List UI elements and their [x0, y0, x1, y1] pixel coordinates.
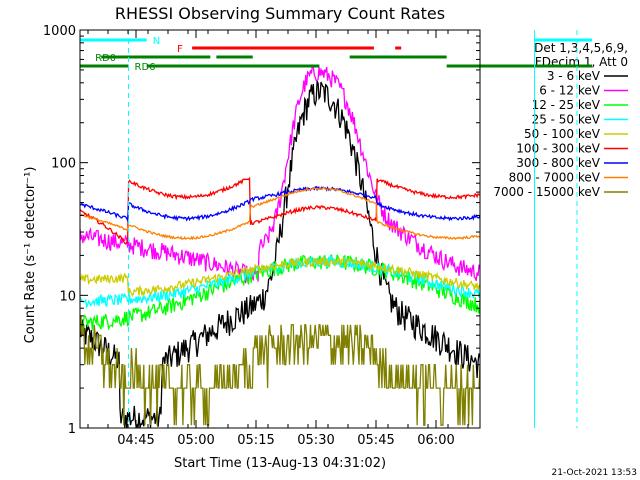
series-line-2: [80, 64, 480, 284]
x-axis-label: Start Time (13-Aug-13 04:31:02): [174, 456, 386, 471]
series-line-9: [80, 315, 480, 426]
legend-label-8: 800 - 7000 keV: [509, 171, 601, 185]
legend-label-7: 300 - 800 keV: [516, 156, 600, 170]
y-tick-label-1: 10: [59, 289, 76, 304]
plot-frame: [79, 29, 481, 429]
series-line-4: [80, 254, 480, 310]
x-tick-label-2: 05:15: [237, 433, 274, 448]
flag-rd6-label: RD6: [135, 62, 156, 73]
axes: 1 10 100 1000 04:45 05:00 05:15 05:30 05:45 06:00: [43, 24, 481, 448]
legend-header-line-1: Det 1,3,4,5,6,9,: [534, 41, 628, 55]
legend-label-6: 100 - 300 keV: [516, 142, 600, 156]
series-line-7: [80, 185, 480, 223]
x-tick-label-4: 05:45: [357, 433, 394, 448]
legend-label-1: 3 - 6 keV: [547, 69, 601, 83]
x-tick-label-1: 05:00: [177, 433, 214, 448]
legend-label-9: 7000 - 15000 keV: [493, 185, 600, 199]
legend-label-2: 6 - 12 keV: [539, 84, 601, 98]
plot-area: N F RD0 RD6: [80, 30, 593, 428]
footer-date: 21-Oct-2021 13:53: [552, 468, 637, 478]
x-tick-label-5: 06:00: [417, 433, 454, 448]
y-axis-label: Count Rate (s⁻¹ detector⁻¹): [23, 167, 38, 344]
x-tick-label-0: 04:45: [117, 433, 154, 448]
legend-label-3: 12 - 25 keV: [532, 98, 601, 112]
series-line-5: [80, 255, 480, 298]
y-tick-label-2: 100: [51, 157, 76, 172]
flag-n-label: N: [153, 36, 160, 47]
series-line-8: [80, 186, 480, 241]
legend-label-4: 25 - 50 keV: [532, 113, 601, 127]
y-tick-label-0: 1: [68, 422, 76, 437]
flag-rd0-label: RD0: [95, 53, 116, 64]
series-line-6: [80, 176, 480, 245]
x-tick-label-3: 05:30: [297, 433, 334, 448]
series-line-3: [80, 254, 480, 331]
flag-f-label: F: [177, 44, 183, 55]
y-tick-label-3: 1000: [43, 24, 76, 39]
chart-title: RHESSI Observing Summary Count Rates: [115, 4, 445, 23]
legend-label-5: 50 - 100 keV: [524, 127, 601, 141]
series-line-1: [80, 80, 480, 428]
